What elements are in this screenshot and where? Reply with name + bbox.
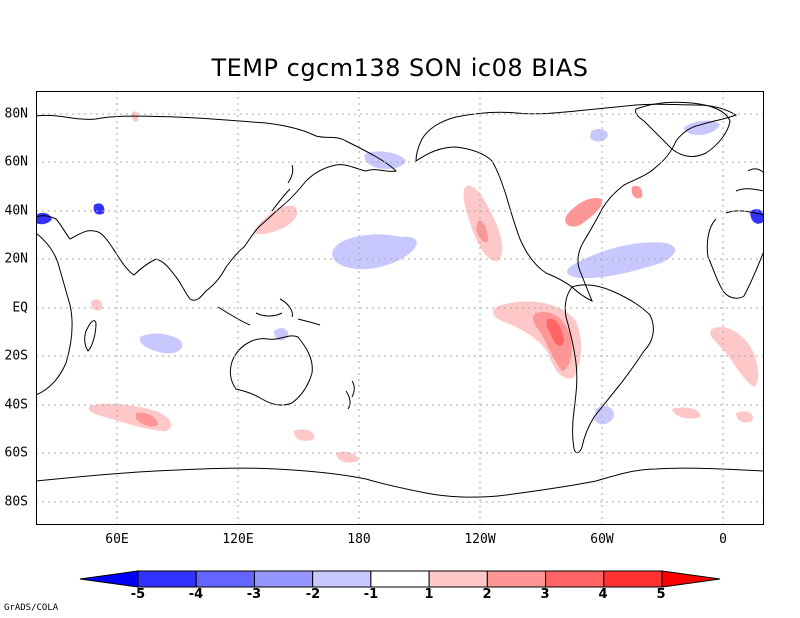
coast-africa: [36, 232, 73, 396]
coast-greenland: [635, 101, 731, 157]
red-patch-south-africa: [710, 326, 759, 387]
colorbar-label: -3: [246, 587, 262, 602]
coast-japan: [271, 164, 294, 212]
red-patch-southern-indian: [88, 403, 172, 431]
colorbar-label: 3: [540, 587, 550, 602]
colorbar-bin: [661, 570, 721, 588]
red-patch-north-atlantic: [631, 185, 643, 199]
blue-patch-arctic-canada: [590, 128, 608, 142]
coastlines: [36, 101, 764, 498]
colorbar-bin: [253, 570, 314, 588]
colorbar-bin: [137, 570, 197, 588]
red-patch-south-pacific-4: [736, 411, 753, 423]
colorbar-bin: [603, 570, 663, 588]
colorbar-bin: [486, 570, 547, 588]
lat-label: 20S: [4, 348, 28, 364]
red-patch-equatorial: [90, 299, 103, 311]
colorbar: [79, 570, 721, 588]
lat-label: 60N: [4, 154, 28, 170]
red-patch-south-pacific-3: [672, 407, 701, 419]
blue-patch-mediterranean: [36, 212, 52, 225]
coast-eurasia: [36, 114, 398, 301]
colorbar-bin: [312, 570, 372, 588]
lat-label: 20N: [4, 251, 28, 267]
lon-label: 60W: [590, 532, 614, 547]
lon-label: 60E: [105, 532, 129, 547]
colorbar-label: 5: [656, 587, 666, 602]
coast-indonesia: [217, 298, 321, 326]
colorbar-label: -1: [363, 587, 379, 602]
coast-new-zealand: [345, 380, 355, 410]
red-patch-us-east: [565, 197, 603, 227]
lat-label: 40N: [4, 203, 28, 219]
coast-north-america: [415, 103, 738, 303]
blue-patch-indian: [139, 333, 183, 354]
red-patch-japan: [254, 205, 298, 235]
anomaly-patches: [36, 111, 764, 463]
credit-text: GrADS/COLA: [4, 603, 59, 613]
lat-label: 80S: [4, 494, 28, 510]
blue-patch-south-atlantic: [594, 405, 614, 425]
coast-europe-east: [735, 168, 764, 192]
coast-south-america: [564, 284, 654, 454]
blue-patch-black-sea: [93, 203, 105, 215]
red-patch-south-pacific-2: [336, 451, 359, 463]
lon-label: 0: [719, 532, 727, 547]
blue-patch-central-pacific: [332, 234, 417, 270]
blue-patch-atlantic: [567, 242, 676, 279]
coast-madagascar: [84, 320, 97, 352]
blue-patch-greenland: [683, 120, 720, 135]
coast-antarctica: [36, 467, 764, 498]
lat-label: EQ: [12, 300, 28, 316]
coast-africa-east: [706, 210, 764, 299]
colorbar-bin: [545, 570, 605, 588]
colorbar-label: -5: [130, 587, 146, 602]
lat-label: 60S: [4, 445, 28, 461]
red-patch-california-core: [476, 220, 488, 243]
map-canvas: [36, 91, 764, 525]
colorbar-bin: [370, 570, 430, 588]
red-patch-south-pacific-1: [294, 429, 315, 441]
red-patch-peru-core: [533, 311, 572, 371]
colorbar-label: 1: [424, 587, 434, 602]
lat-label: 80N: [4, 106, 28, 122]
red-patch-peru-max: [546, 318, 564, 346]
bias-map: [36, 91, 764, 525]
map-title: TEMP cgcm138 SON ic08 BIAS: [211, 54, 589, 82]
colorbar-label: 4: [598, 587, 608, 602]
colorbar-label: -2: [305, 587, 321, 602]
colorbar-label: 2: [482, 587, 492, 602]
lon-label: 120W: [464, 532, 496, 547]
lon-label: 120E: [222, 532, 254, 547]
colorbar-bin: [195, 570, 255, 588]
red-patch-southern-indian-core: [136, 412, 158, 427]
lat-label: 40S: [4, 397, 28, 413]
colorbar-bin: [428, 570, 488, 588]
colorbar-svg: [79, 570, 721, 588]
colorbar-label: -4: [188, 587, 204, 602]
lon-label: 180: [347, 532, 371, 547]
coast-australia: [229, 335, 313, 406]
graticule: [36, 91, 764, 525]
colorbar-bin: [79, 570, 139, 588]
